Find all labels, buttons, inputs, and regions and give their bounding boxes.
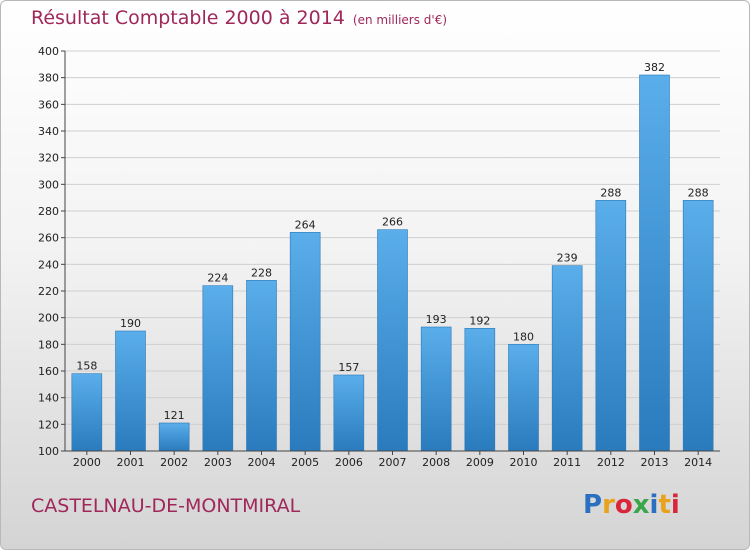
bar xyxy=(202,285,234,452)
bar xyxy=(158,422,190,452)
x-tick-label: 2004 xyxy=(248,456,276,469)
bar xyxy=(464,328,496,452)
data-label: 228 xyxy=(251,266,272,279)
bar xyxy=(246,280,277,452)
chart-title: Résultat Comptable 2000 à 2014 (en millie… xyxy=(31,7,447,29)
x-tick-label: 2007 xyxy=(379,456,407,469)
data-label: 157 xyxy=(338,361,359,374)
data-label: 264 xyxy=(295,218,316,231)
y-tick-label: 200 xyxy=(38,312,59,325)
y-tick-label: 260 xyxy=(38,232,59,245)
data-label: 190 xyxy=(120,317,141,330)
y-tick-label: 360 xyxy=(38,98,59,111)
x-tick-label: 2008 xyxy=(422,456,450,469)
bar xyxy=(71,373,103,452)
y-tick-label: 120 xyxy=(38,418,59,431)
y-tick-label: 300 xyxy=(38,178,59,191)
x-tick-label: 2009 xyxy=(466,456,494,469)
y-tick-label: 100 xyxy=(38,445,59,458)
x-tick-label: 2002 xyxy=(160,456,188,469)
data-label: 288 xyxy=(688,186,709,199)
data-label: 121 xyxy=(164,409,185,422)
bars xyxy=(71,74,714,452)
y-tick-label: 320 xyxy=(38,152,59,165)
logo-letter: x xyxy=(632,490,650,520)
y-tick-label: 220 xyxy=(38,285,59,298)
y-tick-label: 140 xyxy=(38,392,59,405)
bar xyxy=(377,229,408,452)
bar xyxy=(333,374,365,452)
x-tick-label: 2006 xyxy=(335,456,363,469)
data-label: 288 xyxy=(600,186,621,199)
data-label: 382 xyxy=(644,61,665,74)
y-tick-label: 340 xyxy=(38,125,59,138)
y-tick-label: 380 xyxy=(38,72,59,85)
x-tick-label: 2005 xyxy=(291,456,319,469)
logo-letter: P xyxy=(583,490,603,520)
logo-letter: i xyxy=(649,490,659,520)
labels: 100 120 140 160 180 200 220 240 260 280 300 320 340 3… xyxy=(38,45,712,469)
logo-letter: r xyxy=(602,490,615,520)
logo-letter: i xyxy=(670,490,680,520)
x-tick-label: 2010 xyxy=(510,456,538,469)
x-tick-label: 2000 xyxy=(73,456,101,469)
axes xyxy=(61,50,720,455)
x-tick-label: 2003 xyxy=(204,456,232,469)
data-label: 158 xyxy=(76,360,97,373)
x-tick-label: 2014 xyxy=(684,456,712,469)
x-tick-label: 2001 xyxy=(117,456,145,469)
data-label: 224 xyxy=(207,272,228,285)
data-label: 193 xyxy=(426,313,447,326)
x-tick-label: 2012 xyxy=(597,456,625,469)
x-tick-label: 2011 xyxy=(553,456,581,469)
bar xyxy=(115,330,146,452)
logo-letter: t xyxy=(658,490,671,520)
bar xyxy=(682,200,714,452)
logo-letter: o xyxy=(614,490,633,520)
data-label: 192 xyxy=(469,314,490,327)
y-tick-label: 280 xyxy=(38,205,59,218)
bar xyxy=(508,344,539,452)
bar xyxy=(551,265,583,452)
y-tick-label: 400 xyxy=(38,45,59,58)
y-tick-label: 240 xyxy=(38,258,59,271)
y-tick-label: 160 xyxy=(38,365,59,378)
place-name: CASTELNAU-DE-MONTMIRAL xyxy=(31,495,301,517)
bar xyxy=(595,200,627,452)
y-tick-label: 180 xyxy=(38,338,59,351)
proxiti-logo: Proxiti xyxy=(583,490,680,520)
chart-subtitle: (en milliers d'€) xyxy=(352,13,448,27)
bar xyxy=(639,74,670,452)
bar xyxy=(289,232,321,452)
chart-title-text: Résultat Comptable 2000 à 2014 xyxy=(31,7,345,29)
bar xyxy=(420,326,452,452)
data-label: 180 xyxy=(513,330,534,343)
data-label: 239 xyxy=(557,252,578,265)
data-label: 266 xyxy=(382,216,403,229)
x-tick-label: 2013 xyxy=(641,456,669,469)
